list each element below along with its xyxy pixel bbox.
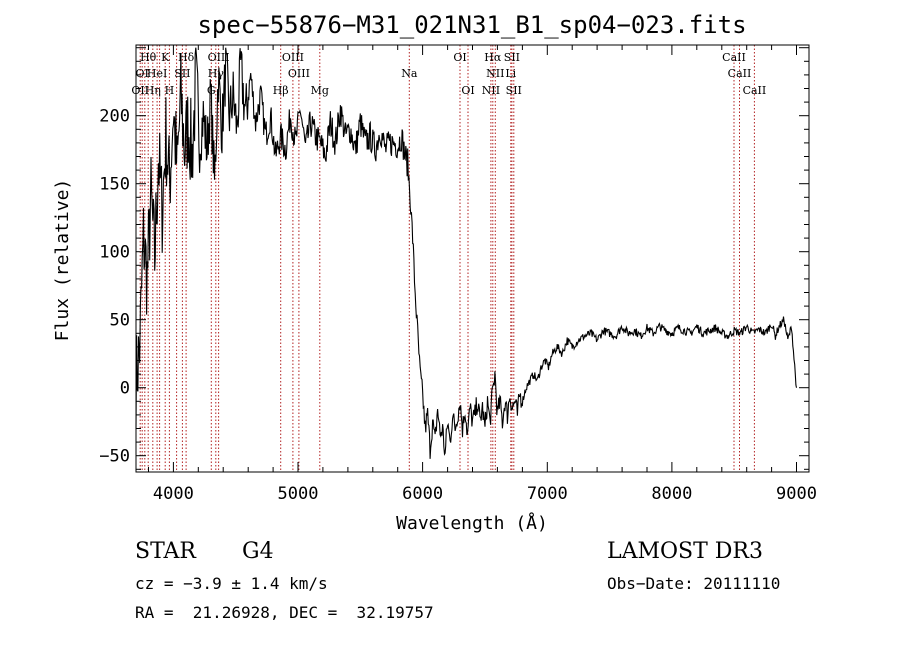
line-label-16: Li (505, 67, 516, 80)
obs-date: Obs−Date: 20111110 (607, 574, 781, 593)
y-tick-label-0: 0 (120, 379, 130, 399)
line-label-12: Hγ (208, 67, 225, 80)
y-tick-label-150: 150 (99, 175, 130, 195)
line-label-17: CaII (728, 67, 752, 80)
line-label-19: Hη (145, 84, 161, 97)
object-subclass: G4 (242, 539, 274, 564)
line-label-14: Na (401, 67, 418, 80)
object-class: STAR (135, 539, 196, 564)
plot-frame (135, 44, 810, 473)
x-tick-label-4000: 4000 (153, 484, 194, 504)
x-tick-label-7000: 7000 (527, 484, 568, 504)
line-label-1: K (161, 51, 170, 64)
spectrum-line (135, 47, 798, 459)
line-label-15: NII (486, 67, 504, 80)
x-tick-label-5000: 5000 (278, 484, 319, 504)
line-label-10: HeI (147, 67, 167, 80)
y-tick-label-200: 200 (99, 107, 130, 127)
line-label-7: SII (504, 51, 520, 64)
line-label-4: OIII (282, 51, 304, 64)
velocity-readout: cz = −3.9 ± 1.4 km/s (135, 574, 328, 593)
line-label-2: Hδ (178, 51, 195, 64)
line-label-27: CaII (743, 84, 767, 97)
line-label-9: OI (136, 67, 149, 80)
line-label-0: Hθ (140, 51, 157, 64)
line-label-25: NII (482, 84, 500, 97)
line-label-5: OI (453, 51, 466, 64)
line-label-8: CaII (722, 51, 746, 64)
line-label-13: OIII (288, 67, 310, 80)
coordinates: RA = 21.26928, DEC = 32.19757 (135, 603, 434, 622)
y-tick-label-100: 100 (99, 243, 130, 263)
line-label-11: SII (174, 67, 190, 80)
line-label-20: H (165, 84, 175, 97)
x-tick-label-6000: 6000 (402, 484, 443, 504)
x-axis-label: Wavelength (Å) (396, 512, 548, 534)
line-label-6: Hα (484, 51, 502, 64)
line-label-3: OIII (208, 51, 230, 64)
y-tick-label-50: 50 (110, 311, 130, 331)
line-label-22: Hβ (273, 84, 289, 97)
y-axis-label: Flux (relative) (52, 179, 73, 342)
line-label-26: SII (506, 84, 522, 97)
line-label-24: OI (461, 84, 474, 97)
survey-name: LAMOST DR3 (607, 539, 763, 564)
y-tick-label--50: −50 (99, 447, 130, 467)
chart-title: spec−55876−M31_021N31_B1_sp04−023.fits (197, 11, 746, 39)
y-axis-ticks: −50 0 50 100 150 200 (99, 47, 809, 470)
x-tick-label-9000: 9000 (776, 484, 817, 504)
x-axis-ticks: 4000 5000 6000 7000 8000 9000 (148, 45, 817, 504)
x-tick-label-8000: 8000 (651, 484, 692, 504)
line-label-23: Mg (311, 84, 329, 97)
